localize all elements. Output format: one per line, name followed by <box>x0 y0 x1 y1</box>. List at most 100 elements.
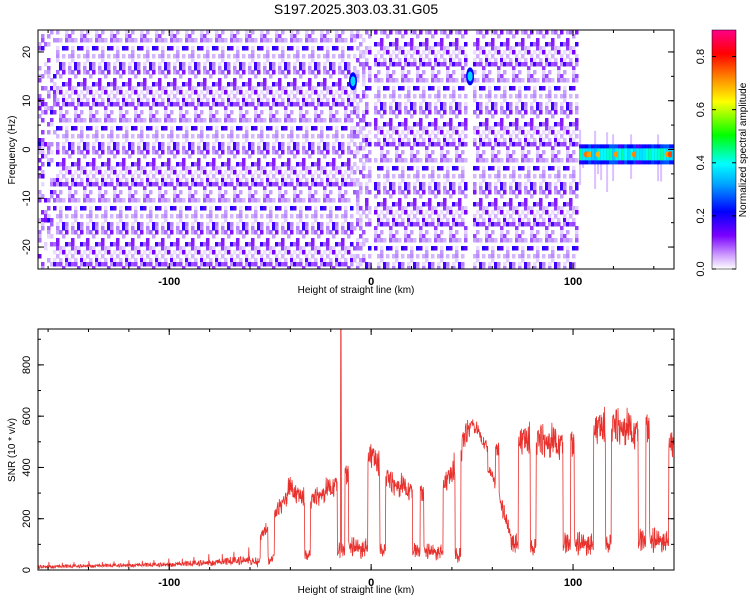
heatmap-cell <box>302 134 306 139</box>
heatmap-cell <box>281 162 285 167</box>
heatmap-cell <box>536 106 540 111</box>
heatmap-cell <box>98 242 102 247</box>
heatmap-cell <box>308 194 312 199</box>
heatmap-cell <box>335 230 339 235</box>
heatmap-cell <box>356 146 360 151</box>
heatmap-cell <box>131 30 135 35</box>
heatmap-band-inner <box>618 148 622 161</box>
heatmap-cell <box>170 206 174 211</box>
heatmap-cell <box>131 182 135 187</box>
heatmap-cell <box>47 226 51 231</box>
heatmap-cell <box>125 98 129 103</box>
heatmap-cell <box>341 58 345 63</box>
heatmap-cell <box>272 114 276 119</box>
heatmap-cell <box>98 262 102 267</box>
heatmap-cell <box>383 46 387 51</box>
heatmap-cell <box>65 98 69 103</box>
heatmap-cell <box>431 266 435 269</box>
heatmap-cell <box>476 114 480 119</box>
heatmap-cell <box>263 86 267 91</box>
heatmap-cell <box>494 106 498 111</box>
heatmap-cell <box>119 110 123 115</box>
heatmap-cell <box>110 46 114 51</box>
heatmap-cell <box>512 122 516 127</box>
heatmap-cell <box>284 250 288 255</box>
heatmap-cell <box>74 110 78 115</box>
heatmap-cell <box>224 182 228 187</box>
heatmap-cell <box>251 198 255 203</box>
heatmap-cell <box>104 258 108 263</box>
heatmap-cell <box>116 150 120 155</box>
heatmap-cell <box>47 258 51 263</box>
heatmap-cell <box>275 138 279 143</box>
heatmap-cell <box>359 118 363 123</box>
heatmap-cell <box>215 98 219 103</box>
heatmap-cell <box>251 174 255 179</box>
heatmap-cell <box>386 50 390 55</box>
heatmap-cell <box>44 154 48 159</box>
heatmap-cell <box>347 46 351 51</box>
heatmap-cell <box>488 42 492 47</box>
heatmap-cell <box>89 258 93 263</box>
heatmap-cell <box>83 154 87 159</box>
heatmap-cell <box>353 134 357 139</box>
heatmap-cell <box>554 102 558 107</box>
heatmap-cell <box>197 102 201 107</box>
heatmap-cell <box>314 162 318 167</box>
heatmap-cell <box>248 258 252 263</box>
heatmap-cell <box>134 198 138 203</box>
heatmap-cell <box>113 70 117 75</box>
heatmap-cell <box>53 38 57 43</box>
heatmap-cell <box>206 174 210 179</box>
heatmap-cell <box>293 242 297 247</box>
heatmap-cell <box>206 30 210 35</box>
heatmap-cell <box>152 198 156 203</box>
heatmap-cell <box>131 222 135 227</box>
heatmap-cell <box>377 78 381 83</box>
heatmap-cell <box>251 86 255 91</box>
heatmap-cell <box>263 170 267 175</box>
heatmap-cell <box>443 186 447 191</box>
heatmap-cell <box>245 242 249 247</box>
heatmap-cell <box>128 102 132 107</box>
heatmap-cell <box>203 198 207 203</box>
heatmap-cell <box>311 54 315 59</box>
heatmap-cell <box>299 250 303 255</box>
heatmap-cell <box>287 158 291 163</box>
heatmap-cell <box>527 74 531 79</box>
heatmap-cell <box>359 226 363 231</box>
heatmap-cell <box>236 174 240 179</box>
heatmap-cell <box>71 262 75 267</box>
heatmap-cell <box>368 174 372 179</box>
heatmap-cell <box>260 170 264 175</box>
heatmap-cell <box>395 102 399 107</box>
heatmap-cell <box>341 134 345 139</box>
heatmap-cell <box>506 150 510 155</box>
heatmap-cell <box>143 250 147 255</box>
heatmap-cell <box>449 186 453 191</box>
heatmap-cell <box>236 30 240 35</box>
heatmap-cell <box>326 50 330 55</box>
heatmap-cell <box>416 174 420 179</box>
heatmap-cell <box>365 266 369 269</box>
heatmap-cell <box>41 74 45 79</box>
heatmap-cell <box>551 250 555 255</box>
heatmap-cell <box>278 262 282 267</box>
heatmap-cell <box>92 174 96 179</box>
heatmap-cell <box>113 186 117 191</box>
heatmap-cell <box>437 186 441 191</box>
heatmap-cell <box>326 162 330 167</box>
heatmap-cell <box>365 134 369 139</box>
heatmap-cell <box>206 38 210 43</box>
heatmap-cell <box>368 74 372 79</box>
heatmap-cell <box>323 102 327 107</box>
heatmap-cell <box>365 122 369 127</box>
heatmap-cell <box>575 246 579 251</box>
heatmap-cell <box>521 166 525 171</box>
heatmap-cell <box>149 206 153 211</box>
heatmap-cell <box>482 50 486 55</box>
heatmap-cell <box>506 62 510 67</box>
heatmap-cell <box>383 186 387 191</box>
heatmap-cell <box>212 166 216 171</box>
heatmap-cell <box>278 170 282 175</box>
